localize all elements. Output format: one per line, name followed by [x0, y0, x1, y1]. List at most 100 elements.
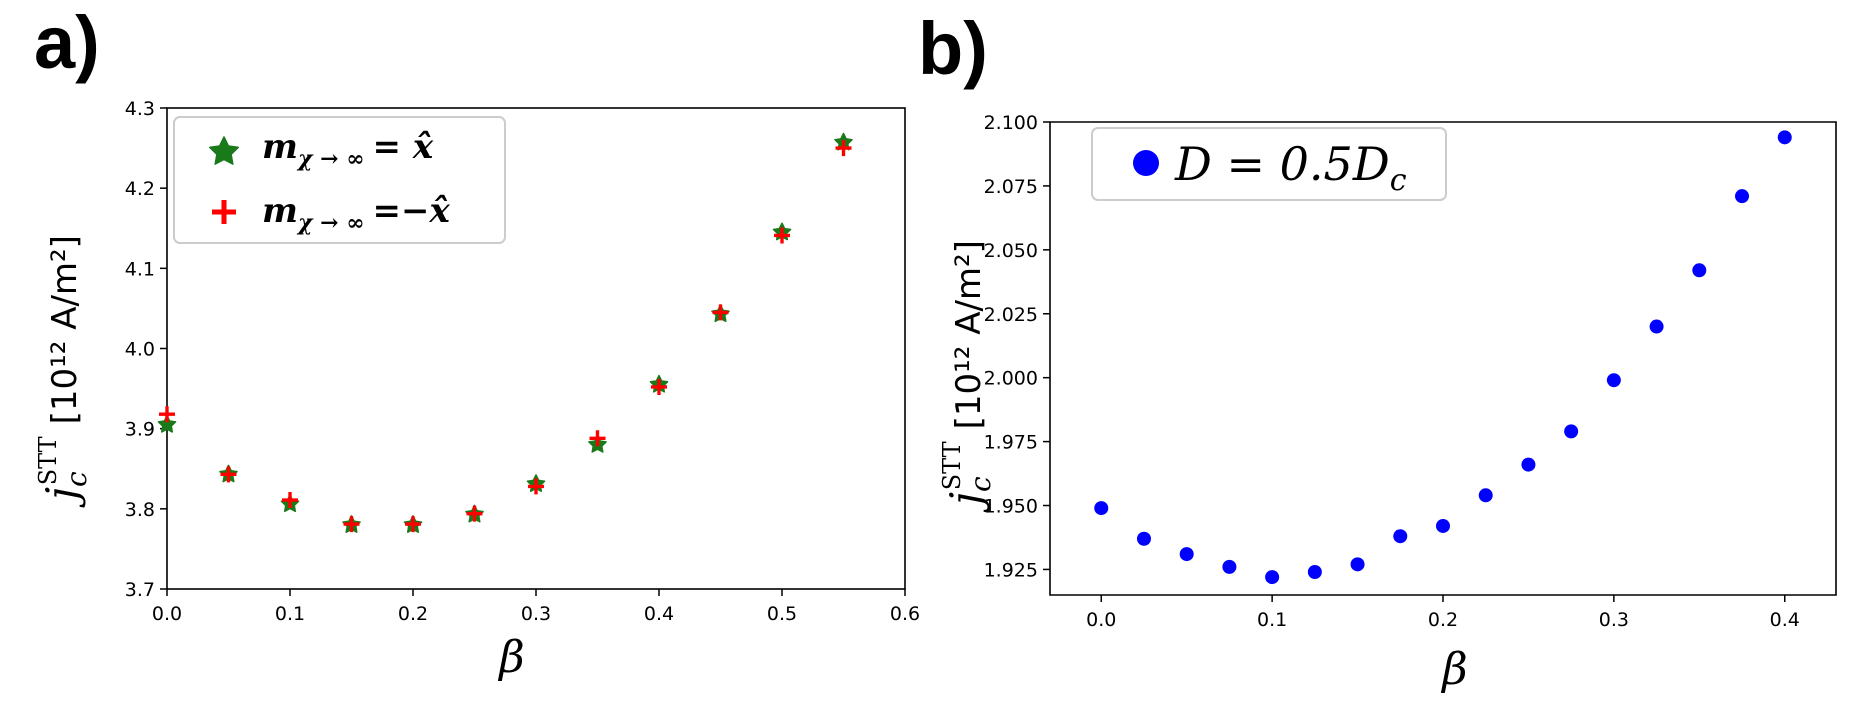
y-tick-label: 2.050 — [984, 240, 1038, 262]
x-tick-label: 0.0 — [152, 603, 182, 625]
data-point-plus — [651, 378, 667, 395]
legend-entry-1: mχ → ∞ = x̂ — [262, 127, 434, 172]
data-point-plus — [466, 505, 483, 522]
data-point-circle — [1350, 557, 1365, 572]
legend-entry-2-sub: χ → ∞ — [296, 210, 365, 236]
y-tick-label: 2.025 — [984, 304, 1038, 326]
chart-a-y-sup: STT — [34, 436, 62, 485]
data-point-star — [157, 414, 177, 433]
y-tick-label: 3.8 — [125, 499, 155, 521]
data-point-circle — [1436, 518, 1450, 533]
legend-star-marker — [208, 136, 240, 165]
chart-a-y-symbol: j — [37, 487, 86, 508]
panel-a-label: a) — [34, 1, 100, 84]
data-point-circle — [1094, 501, 1109, 516]
chart-a-y-unit: [10¹² A/m²] — [45, 235, 85, 424]
y-tick-label: 4.1 — [125, 258, 155, 280]
x-tick-label: 0.1 — [1257, 609, 1287, 631]
y-tick-label: 3.9 — [125, 419, 155, 441]
chart-b-y-axis-label: jcSTT[10¹² A/m²] — [938, 240, 997, 513]
y-tick-label: 1.925 — [984, 559, 1038, 581]
data-point-plus — [835, 140, 852, 157]
data-point-circle — [1393, 529, 1408, 544]
x-tick-label: 0.0 — [1086, 609, 1116, 631]
data-point-plus — [343, 516, 360, 533]
chart-a-points — [157, 132, 853, 533]
legend-entry-1-sub: χ → ∞ — [296, 146, 365, 172]
legend-marker-star — [208, 136, 240, 165]
data-point-plus — [159, 406, 175, 423]
legend-entry-2: mχ → ∞ =−x̂ — [262, 191, 451, 236]
legend-entry-b-sub: c — [1390, 163, 1407, 198]
legend-entry-2-base: m — [262, 191, 298, 231]
data-point-circle — [1564, 424, 1579, 439]
x-tick-label: 0.2 — [1428, 609, 1458, 631]
data-point-circle — [1265, 570, 1280, 585]
chart-a-legend-box — [173, 116, 506, 244]
data-point-circle — [1649, 319, 1664, 334]
data-point-circle — [1606, 373, 1621, 388]
chart-a-y-ticks: 3.7 3.8 3.9 4.0 4.1 4.2 4.3 — [125, 98, 167, 601]
chart-b-legend-box — [1091, 127, 1447, 201]
y-tick-label: 2.100 — [984, 112, 1038, 134]
chart-b-y-sup: STT — [938, 441, 966, 490]
chart-b-y-sub: c — [964, 476, 997, 492]
data-point-circle — [1735, 189, 1750, 204]
data-point-plus — [712, 304, 729, 321]
chart-a-y-axis-label: jcSTT [10¹² A/m²] — [34, 235, 93, 508]
chart-a-x-axis-label: β — [497, 632, 524, 683]
data-point-plus — [220, 466, 237, 483]
y-tick-label: 1.975 — [984, 432, 1038, 454]
chart-b-y-unit: [10¹² A/m²] — [949, 240, 989, 429]
y-tick-label: 2.075 — [984, 176, 1038, 198]
data-point-circle — [1307, 564, 1322, 579]
y-tick-label: 3.7 — [125, 579, 155, 601]
data-point-plus — [528, 478, 544, 495]
data-point-plus — [589, 430, 606, 447]
y-tick-label: 4.2 — [125, 178, 155, 200]
y-tick-label: 4.3 — [125, 98, 155, 120]
legend-entry-1-rhs: = x̂ — [373, 127, 434, 167]
x-tick-label: 0.6 — [890, 603, 920, 625]
panel-b-label: b) — [918, 7, 988, 90]
x-tick-label: 0.2 — [398, 603, 428, 625]
x-tick-label: 0.4 — [644, 603, 674, 625]
x-tick-label: 0.4 — [1770, 609, 1800, 631]
x-tick-label: 0.3 — [521, 603, 551, 625]
data-point-circle — [1521, 457, 1536, 472]
y-tick-label: 4.0 — [125, 339, 155, 361]
chart-a-legend: mχ → ∞ = x̂ mχ → ∞ =−x̂ — [173, 116, 506, 244]
y-tick-label: 2.000 — [984, 368, 1038, 390]
data-point-plus — [282, 492, 298, 509]
chart-a-y-sub: c — [60, 471, 93, 487]
data-point-circle — [1692, 263, 1707, 278]
chart-b-legend: D = 0.5Dc — [1091, 127, 1447, 201]
y-tick-label: 1.950 — [984, 496, 1038, 518]
data-point-plus — [774, 227, 790, 244]
chart-b-x-ticks: 0.0 0.1 0.2 0.3 0.4 — [1086, 595, 1800, 631]
chart-b-x-axis-label: β — [1440, 644, 1467, 695]
data-point-circle — [1478, 488, 1493, 503]
chart-b-points — [1094, 130, 1792, 585]
legend-plus-marker — [212, 200, 236, 224]
chart-b-y-ticks: 1.925 1.950 1.975 2.000 2.025 2.050 2.075 2.100 — [984, 112, 1050, 581]
legend-entry-b: D = 0.5Dc — [1174, 137, 1407, 198]
chart-b: 0.0 0.1 0.2 0.3 0.4 1.925 1.950 1.975 2.000 2.02… — [938, 112, 1837, 695]
legend-circle-marker — [1133, 150, 1159, 176]
data-point-circle — [1179, 547, 1194, 562]
x-tick-label: 0.1 — [275, 603, 305, 625]
x-tick-label: 0.5 — [767, 603, 797, 625]
data-point-circle — [1136, 531, 1151, 546]
chart-b-plot-frame — [1049, 121, 1837, 596]
data-point-plus — [405, 516, 421, 533]
x-tick-label: 0.3 — [1599, 609, 1629, 631]
legend-entry-b-text: D = 0.5D — [1174, 137, 1390, 191]
legend-entry-2-rhs: =−x̂ — [373, 191, 451, 231]
chart-a: 0.0 0.1 0.2 0.3 0.4 0.5 0.6 3.7 3.8 3.9 4.0 4.1 4.2… — [34, 98, 920, 683]
chart-a-x-ticks: 0.0 0.1 0.2 0.3 0.4 0.5 0.6 — [152, 589, 920, 625]
data-point-circle — [1222, 559, 1237, 574]
legend-entry-1-base: m — [262, 127, 298, 167]
legend-marker-circle — [1133, 150, 1159, 176]
data-point-circle — [1777, 130, 1792, 145]
